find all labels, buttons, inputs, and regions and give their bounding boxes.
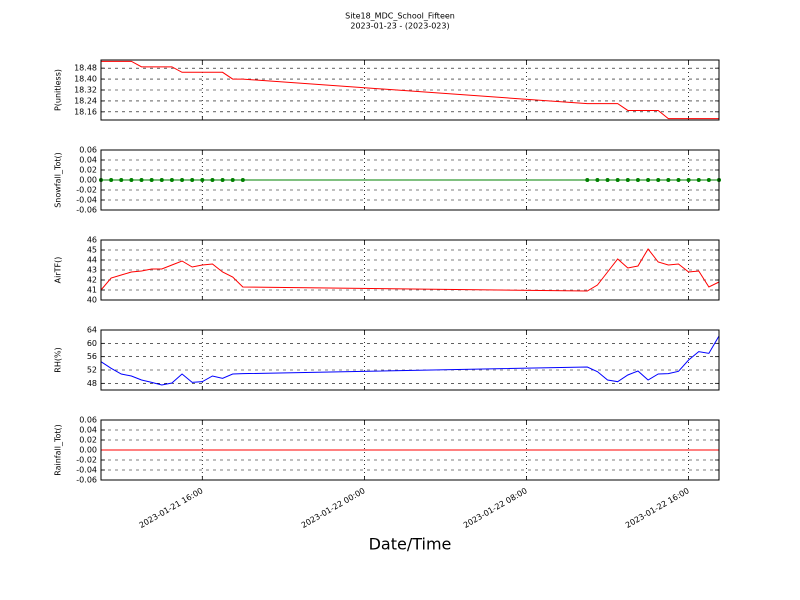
y-tick-label: 18.32: [74, 86, 97, 95]
y-tick-label: 41: [87, 286, 97, 295]
plot-frame: [100, 419, 720, 481]
data-point: [230, 178, 235, 182]
chart-subtitle: 2023-01-23 - (2023-023): [350, 22, 449, 31]
y-tick-label: 52: [87, 366, 97, 375]
data-point: [129, 178, 134, 182]
y-tick-label: 0.04: [79, 426, 97, 435]
plot-frame: [100, 239, 720, 301]
y-tick-label: 0.04: [79, 156, 97, 165]
x-tick-label: 2023-01-22 16:00: [624, 486, 691, 530]
y-tick-label: 48: [87, 379, 97, 388]
data-point: [625, 178, 630, 182]
y-axis-label: RH(%): [54, 347, 63, 372]
chart-title: Site18_MDC_School_Fifteen: [345, 12, 455, 21]
data-point: [109, 178, 114, 182]
data-point: [190, 178, 195, 182]
y-tick-label: 40: [87, 296, 97, 305]
data-point: [180, 178, 185, 182]
data-point: [696, 178, 701, 182]
y-tick-label: 0.06: [79, 146, 97, 155]
y-tick-label: 18.24: [74, 96, 97, 105]
data-point: [635, 178, 640, 182]
data-point: [646, 178, 651, 182]
y-tick-label: 45: [87, 246, 97, 255]
data-point: [595, 178, 600, 182]
data-line: [100, 335, 720, 386]
y-tick-label: 0.00: [79, 176, 97, 185]
y-axis-label: Snowfall_Tot(): [54, 152, 63, 208]
data-point: [706, 178, 711, 182]
y-tick-label: 56: [87, 352, 97, 361]
data-line: [101, 60, 719, 120]
y-tick-label: 60: [87, 339, 97, 348]
data-point: [666, 178, 671, 182]
data-point: [159, 178, 164, 182]
y-axis-label: Rainfall_Tot(): [54, 424, 63, 476]
data-point: [169, 178, 174, 182]
data-point: [220, 178, 225, 182]
data-point: [615, 178, 620, 182]
data-point: [149, 178, 154, 182]
y-tick-label: -0.02: [76, 186, 97, 195]
data-point: [656, 178, 661, 182]
x-tick-label: 2023-01-21 16:00: [138, 486, 205, 530]
y-tick-label: -0.06: [76, 206, 97, 215]
x-tick-label: 2023-01-22 00:00: [300, 486, 367, 530]
y-tick-label: 46: [87, 236, 97, 245]
plot-frame: [100, 149, 720, 211]
plot-frame: [100, 59, 720, 121]
y-tick-label: -0.04: [76, 196, 97, 205]
data-point: [686, 178, 691, 182]
data-point: [240, 178, 245, 182]
data-point: [200, 178, 205, 182]
data-point: [676, 178, 681, 182]
y-tick-label: 18.48: [74, 64, 97, 73]
data-line: [100, 248, 720, 292]
plot-frame: [100, 329, 720, 391]
y-axis-label: AirTF(): [54, 257, 63, 284]
y-tick-label: 18.16: [74, 107, 97, 116]
x-tick-label: 2023-01-22 08:00: [462, 486, 529, 530]
data-point: [210, 178, 215, 182]
y-tick-label: 64: [87, 326, 97, 335]
y-tick-label: 43: [87, 266, 97, 275]
y-tick-label: 0.06: [79, 416, 97, 425]
y-tick-label: -0.02: [76, 456, 97, 465]
data-point: [119, 178, 124, 182]
y-tick-label: -0.06: [76, 476, 97, 485]
y-tick-label: 18.40: [74, 75, 97, 84]
data-point: [605, 178, 610, 182]
y-tick-label: 0.02: [79, 436, 97, 445]
data-point: [139, 178, 144, 182]
y-axis-label: P(unitless): [54, 69, 63, 111]
x-axis-label: Date/Time: [369, 535, 452, 554]
data-point: [585, 178, 590, 182]
y-tick-label: 0.02: [79, 166, 97, 175]
y-tick-label: -0.04: [76, 466, 97, 475]
y-tick-label: 44: [87, 256, 97, 265]
y-tick-label: 42: [87, 276, 97, 285]
y-tick-label: 0.00: [79, 446, 97, 455]
